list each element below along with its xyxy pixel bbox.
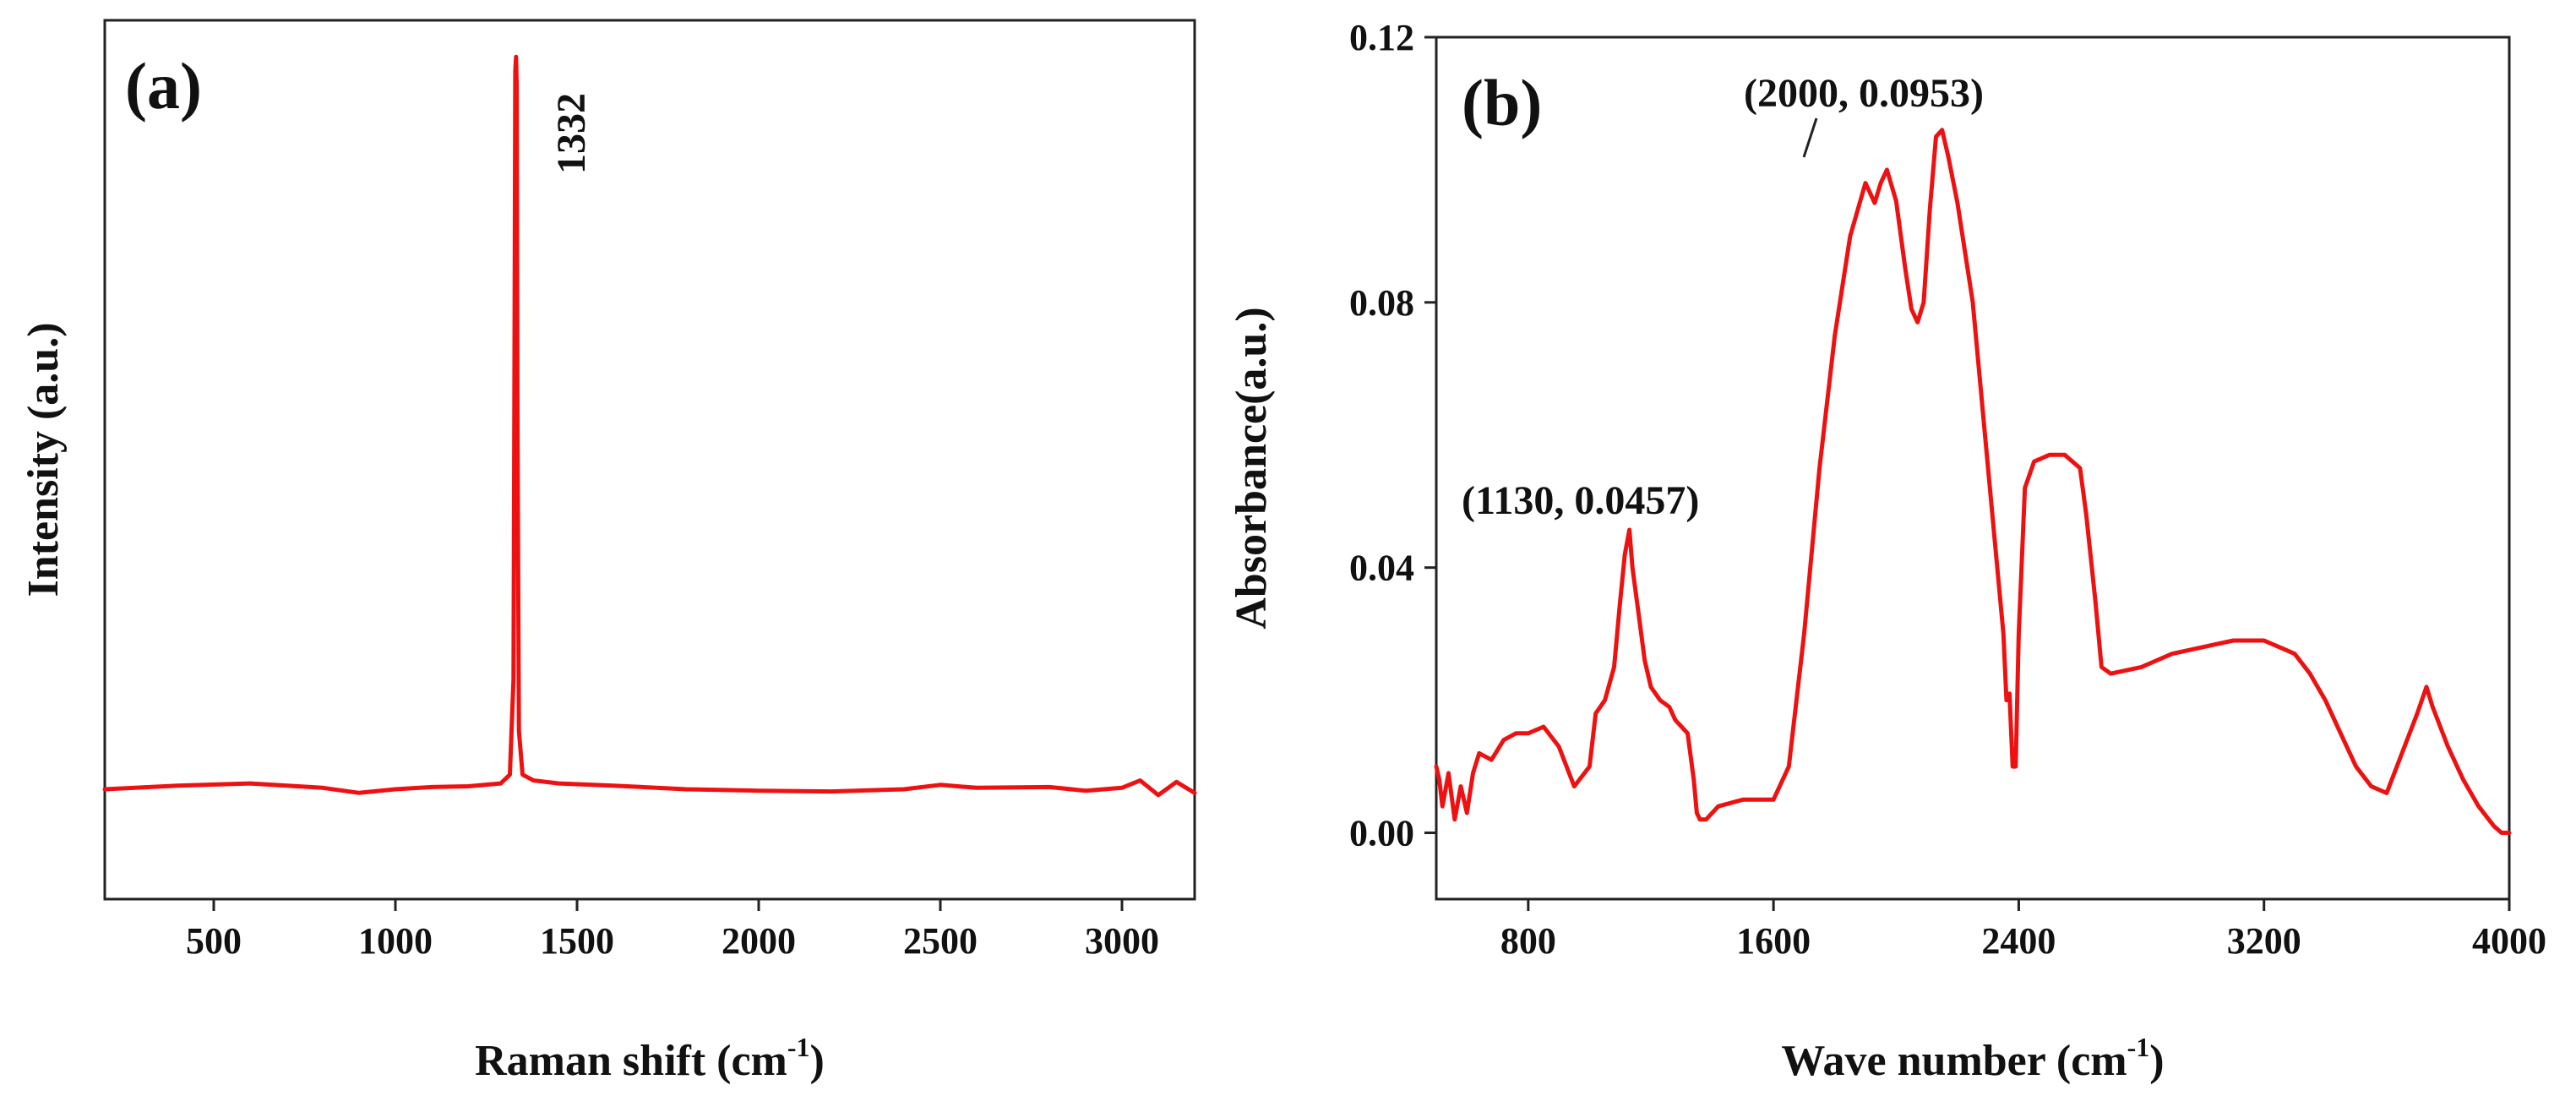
x-tick-label: 1500 (540, 920, 614, 962)
x-tick-label: 3200 (2227, 920, 2301, 962)
plot-frame-a (103, 19, 1196, 901)
y-tick-label: 0.08 (1349, 282, 1414, 324)
x-tick-label: 2400 (1981, 920, 2056, 962)
annotation-leader-2000 (1802, 117, 1818, 158)
peak-annotation-2000: (2000, 0.0953) (1744, 71, 1984, 116)
x-axis-label-a-sup: -1 (787, 1032, 810, 1062)
raman-series-line (102, 54, 1197, 798)
x-axis-label-a-close: ) (810, 1037, 825, 1085)
ftir-series-line (1434, 128, 2512, 835)
panel-label-a: (a) (125, 49, 202, 123)
panel-label-b: (b) (1462, 66, 1542, 139)
x-tick-label: 1600 (1736, 920, 1811, 962)
peak-annotation-1332: 1332 (549, 93, 594, 174)
chart-panel-b: 800 1600 2400 3200 4000 0.00 0.04 0.08 0.12 (b)… (1228, 17, 2546, 1085)
y-tick-label: 0.12 (1349, 17, 1414, 58)
x-tick-label: 4000 (2472, 920, 2546, 962)
x-ticks-a: 500 1000 1500 2000 2500 3000 (186, 899, 1159, 962)
x-axis-label-a-text: Raman shift (cm (475, 1037, 787, 1085)
y-axis-label-b: Absorbance(a.u.) (1228, 307, 1276, 629)
chart-panel-a: 500 1000 1500 2000 2500 3000 (a) 1332 Intensi… (19, 19, 1197, 1085)
y-tick-label: 0.00 (1349, 813, 1414, 854)
peak-annotation-1130: (1130, 0.0457) (1462, 478, 1699, 523)
x-tick-label: 500 (186, 920, 242, 962)
plot-frame-b (1435, 35, 2511, 901)
x-axis-label-a: Raman shift (cm-1) (475, 1032, 825, 1085)
x-axis-label-b-close: ) (2149, 1037, 2164, 1085)
y-tick-label: 0.04 (1349, 548, 1414, 589)
y-ticks-b: 0.00 0.04 0.08 0.12 (1349, 17, 1436, 854)
x-tick-label: 2500 (903, 920, 978, 962)
x-ticks-b: 800 1600 2400 3200 4000 (1500, 899, 2546, 962)
x-axis-label-b-text: Wave number (cm (1781, 1037, 2127, 1085)
x-tick-label: 1000 (358, 920, 433, 962)
x-tick-label: 800 (1500, 920, 1556, 962)
x-tick-label: 2000 (722, 920, 796, 962)
x-axis-label-b: Wave number (cm-1) (1781, 1032, 2164, 1085)
x-axis-label-b-sup: -1 (2127, 1032, 2150, 1062)
x-tick-label: 3000 (1085, 920, 1159, 962)
y-axis-label-a: Intensity (a.u.) (19, 322, 68, 597)
